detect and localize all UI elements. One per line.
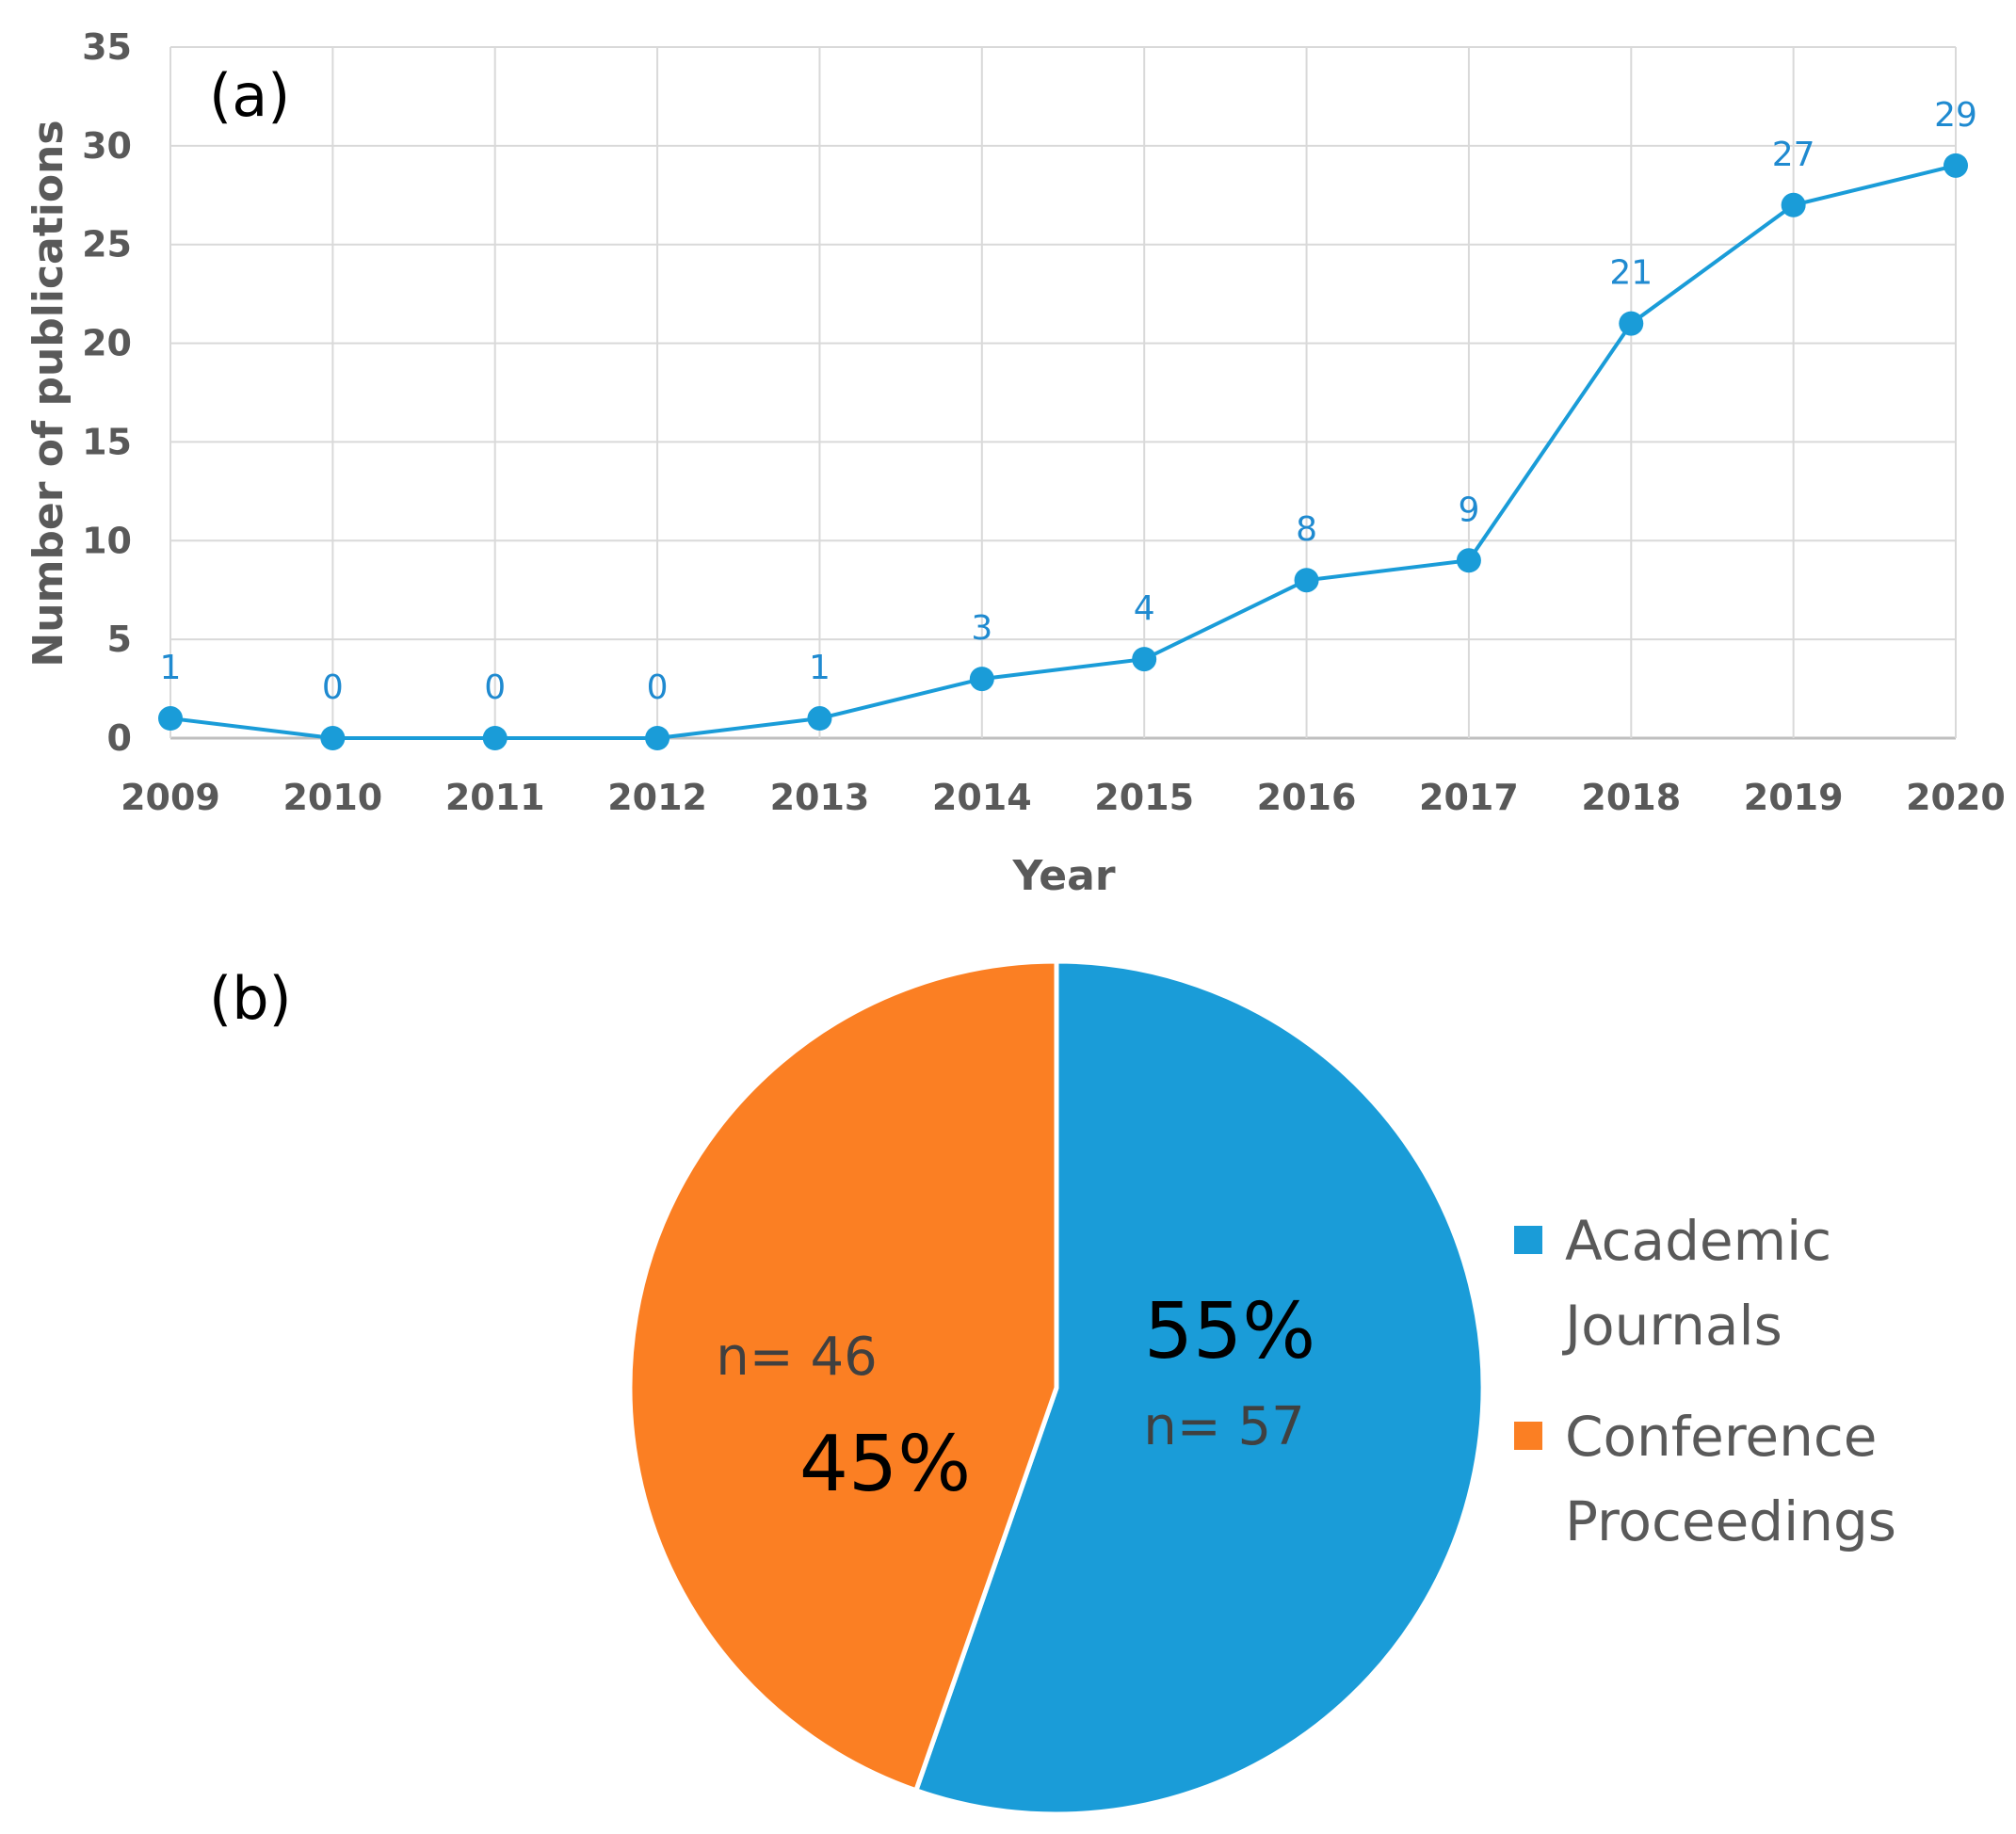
x-tick-label: 2012: [607, 777, 707, 818]
data-label: 8: [1296, 510, 1317, 549]
data-label: 1: [809, 649, 831, 687]
x-tick-label: 2019: [1744, 777, 1844, 818]
slice-count-conference: n= 46: [716, 1327, 877, 1388]
x-tick-label: 2009: [121, 777, 220, 818]
data-point: [1943, 153, 1968, 178]
y-tick-label: 0: [107, 717, 132, 759]
legend: Academic Journals Conference Proceedings: [1514, 1209, 1896, 1553]
legend-label-conference-line2: Proceedings: [1565, 1489, 1896, 1553]
x-tick-labels: 2009 2010 2011 2012 2013 2014 2015 2016 2017 2018…: [121, 777, 2006, 818]
pie-chart: (b) 55% n= 57 n= 46 45% Academic Journal…: [209, 958, 1896, 1817]
data-point: [320, 726, 346, 750]
x-tick-label: 2013: [770, 777, 870, 818]
legend-swatch-conference: [1514, 1422, 1542, 1450]
x-tick-label: 2010: [282, 777, 382, 818]
data-label: 4: [1134, 589, 1155, 628]
data-point: [482, 726, 508, 750]
pie-slice-1: [627, 958, 1059, 1794]
data-point: [1619, 311, 1644, 336]
data-point: [1294, 568, 1319, 593]
data-label: 27: [1772, 136, 1815, 174]
gridlines: [169, 46, 1957, 740]
y-tick-label: 15: [82, 421, 132, 462]
x-tick-label: 2020: [1906, 777, 2006, 818]
x-tick-label: 2017: [1419, 777, 1519, 818]
panel-label-b: (b): [209, 964, 292, 1033]
slice-percent-conference: 45%: [799, 1420, 971, 1509]
y-tick-label: 10: [82, 520, 132, 561]
x-tick-label: 2016: [1257, 777, 1357, 818]
legend-label-journals-line1: Academic: [1565, 1209, 1831, 1273]
pie-slice-labels: 55% n= 57 n= 46 45%: [716, 1287, 1315, 1509]
x-tick-label: 2011: [445, 777, 545, 818]
data-label: 0: [484, 668, 506, 707]
y-tick-labels: 0 5 10 15 20 25 30 35: [82, 26, 132, 759]
slice-percent-journals: 55%: [1144, 1287, 1315, 1376]
data-label: 0: [647, 668, 669, 707]
legend-label-journals-line2: Journals: [1562, 1294, 1782, 1358]
y-tick-label: 30: [82, 125, 132, 167]
data-point: [969, 667, 994, 692]
data-label: 29: [1934, 96, 1977, 135]
data-point: [807, 706, 832, 732]
y-tick-label: 5: [107, 619, 132, 660]
data-markers: [158, 153, 1968, 750]
pie-slices: [627, 958, 1486, 1817]
x-axis-title: Year: [1011, 852, 1115, 900]
data-point: [645, 726, 670, 750]
y-axis-title: Number of publications: [24, 120, 73, 667]
data-point: [158, 706, 183, 732]
data-label: 3: [971, 609, 992, 648]
x-tick-label: 2015: [1094, 777, 1194, 818]
series-line: [169, 163, 1957, 740]
y-tick-label: 20: [82, 323, 132, 364]
data-point: [1781, 192, 1806, 217]
data-label: 0: [322, 668, 344, 707]
data-labels: 1 0 0 0 1 3 4 8 9 21 27 29: [160, 96, 1977, 707]
data-point: [1456, 548, 1481, 573]
data-label: 9: [1458, 491, 1479, 529]
data-label: 1: [160, 649, 182, 687]
data-point: [1132, 647, 1157, 672]
y-tick-label: 35: [82, 26, 132, 68]
legend-label-conference-line1: Conference: [1565, 1405, 1877, 1469]
panel-label-a: (a): [209, 61, 290, 130]
data-label: 21: [1609, 254, 1653, 293]
x-tick-label: 2014: [932, 777, 1032, 818]
legend-swatch-journals: [1514, 1226, 1542, 1254]
slice-count-journals: n= 57: [1143, 1396, 1304, 1457]
y-tick-label: 25: [82, 224, 132, 265]
x-tick-label: 2018: [1581, 777, 1681, 818]
